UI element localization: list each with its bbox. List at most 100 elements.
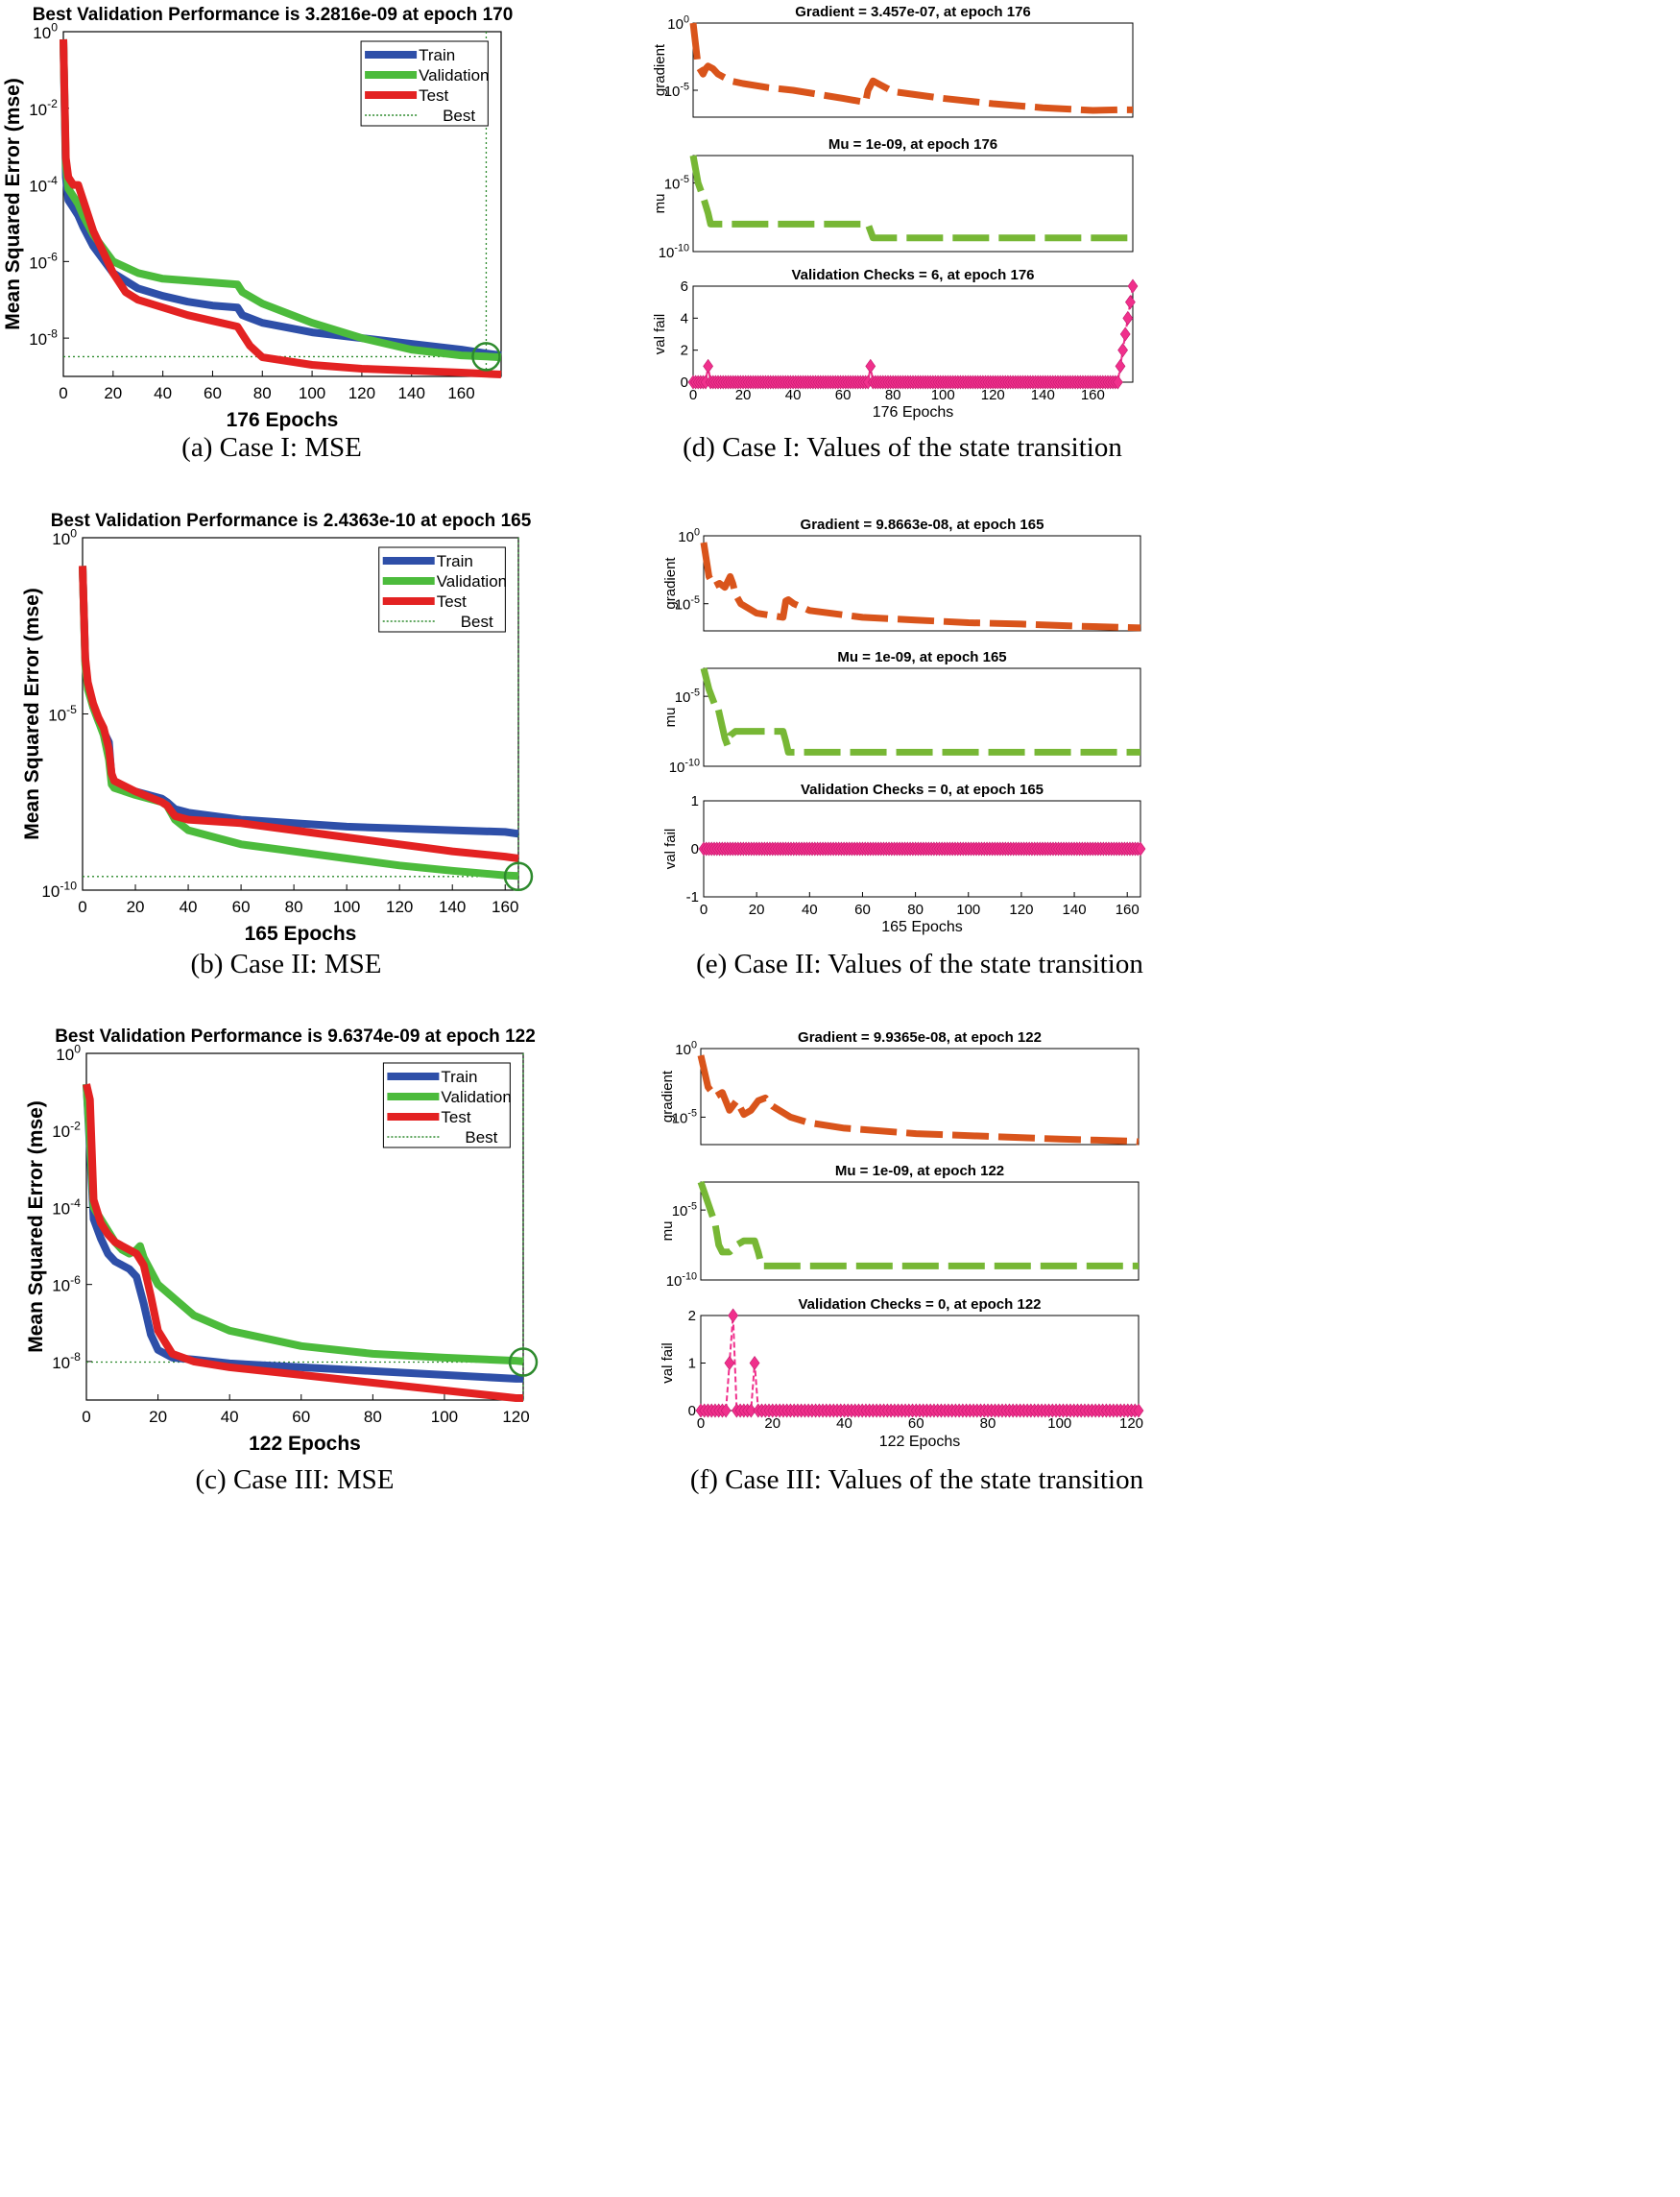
panel-title: Mu = 1e-09, at epoch 176 [828,136,997,153]
caption: (f) Case III: Values of the state transi… [690,1464,1144,1495]
series-validation [60,38,502,362]
legend-label: Test [437,592,467,611]
y-tick-label: 1 [691,793,699,809]
gradient-series [697,1054,1140,1146]
legend-label: Best [465,1128,497,1147]
caption: (a) Case I: MSE [181,432,362,463]
mse-chart-a: Best Validation Performance is 3.2816e-0… [2,5,513,463]
y-tick-label: 0 [688,1403,696,1419]
y-tick-label: 0 [681,374,688,391]
y-tick-label: 10-5 [48,703,77,725]
y-tick-label: 10-5 [664,81,689,100]
valfail-point [703,358,713,374]
x-axis-label: 122 Epochs [249,1433,361,1455]
gradient-panel: Gradient = 9.9365e-08, at epoch 122 gradi… [660,1029,1140,1146]
gradient-series [700,542,1141,632]
x-tick-label: 0 [697,1415,705,1432]
legend-label: Test [419,86,448,105]
x-tick-label: 0 [82,1408,90,1426]
y-tick-label: 10-10 [666,1270,697,1290]
y-tick-label: 10-5 [675,687,700,706]
valfail-point [1113,374,1123,390]
panel-ylabel: gradient [660,1070,676,1123]
legend-label: Train [419,46,455,64]
valfail-point [1117,343,1128,358]
valfail-point [1119,326,1131,342]
x-tick-label: 100 [956,902,980,918]
x-tick-label: 160 [447,384,474,402]
caption: (e) Case II: Values of the state transit… [696,949,1143,979]
x-tick-label: 140 [439,898,466,916]
x-tick-label: 40 [785,387,802,403]
x-tick-label: 60 [292,1408,310,1426]
y-tick-label: 10-2 [29,97,58,119]
x-tick-label: 80 [885,387,901,403]
x-tick-label: 120 [981,387,1005,403]
x-tick-label: 20 [149,1408,167,1426]
y-tick-label: 10-5 [672,1108,697,1127]
y-tick-label: 10-10 [669,757,700,776]
y-axis-label: Mean Squared Error (mse) [21,588,43,840]
x-tick-label: 120 [1119,1415,1143,1432]
y-tick-label: 0 [691,841,699,857]
y-tick-label: 100 [33,20,58,42]
state-chart-d: Gradient = 3.457e-07, at epoch 176 gradie… [652,4,1139,463]
x-axis-label: 176 Epochs [227,409,339,431]
chart-title: Best Validation Performance is 9.6374e-0… [55,1026,536,1047]
series-test [83,1083,523,1402]
y-tick-label: 10-8 [52,1350,81,1372]
y-tick-label: 10-2 [52,1120,81,1142]
x-tick-label: 140 [1031,387,1055,403]
x-axis-label: 165 Epochs [245,923,357,945]
y-tick-label: 2 [681,343,688,359]
y-tick-label: 100 [667,13,689,33]
y-tick-label: 10-6 [52,1273,81,1295]
x-tick-label: 40 [802,902,818,918]
x-tick-label: 140 [398,384,425,402]
best-marker [471,342,501,372]
x-tick-label: 60 [835,387,852,403]
mu-panel: Mu = 1e-09, at epoch 165 mu 10-5 10-10 [662,649,1141,776]
state-chart-f: Gradient = 9.9365e-08, at epoch 122 gradi… [660,1029,1144,1495]
series-train [83,1083,523,1383]
panel-frame [700,1315,1140,1412]
y-tick-label: 100 [56,1042,81,1064]
legend-label: Best [443,107,475,125]
panel-ylabel: val fail [660,1342,676,1384]
x-tick-label: 100 [333,898,360,916]
x-tick-label: 140 [1063,902,1087,918]
valfail-point [1133,1403,1144,1418]
x-tick-label: 20 [127,898,145,916]
x-tick-label: 0 [689,387,697,403]
x-tick-label: 0 [59,384,67,402]
mse-chart-b: Best Validation Performance is 2.4363e-1… [21,511,534,979]
y-tick-label: 2 [688,1308,696,1324]
valfail-point [749,1355,760,1371]
x-tick-label: 80 [980,1415,996,1432]
legend-label: Validation [437,572,507,591]
chart-title: Best Validation Performance is 2.4363e-1… [51,511,532,531]
x-tick-label: 0 [700,902,708,918]
x-tick-label: 20 [764,1415,780,1432]
mse-chart-c: Best Validation Performance is 9.6374e-0… [25,1026,539,1495]
x-tick-label: 20 [735,387,752,403]
y-tick-label: 100 [52,526,77,548]
caption: (b) Case II: MSE [191,949,382,979]
panel-title: Mu = 1e-09, at epoch 165 [837,649,1006,665]
panel-ylabel: mu [660,1221,676,1242]
x-tick-label: 120 [1009,902,1033,918]
x-tick-label: 80 [253,384,272,402]
y-tick-label: 10-10 [659,242,689,261]
panel-title: Validation Checks = 0, at epoch 122 [798,1296,1041,1313]
caption: (d) Case I: Values of the state transiti… [683,432,1122,463]
y-tick-label: 10-5 [675,594,700,614]
x-tick-label: 100 [431,1408,458,1426]
x-tick-label: 40 [836,1415,852,1432]
panel-title: Gradient = 9.8663e-08, at epoch 165 [801,517,1044,533]
valfail-point [1125,295,1136,310]
